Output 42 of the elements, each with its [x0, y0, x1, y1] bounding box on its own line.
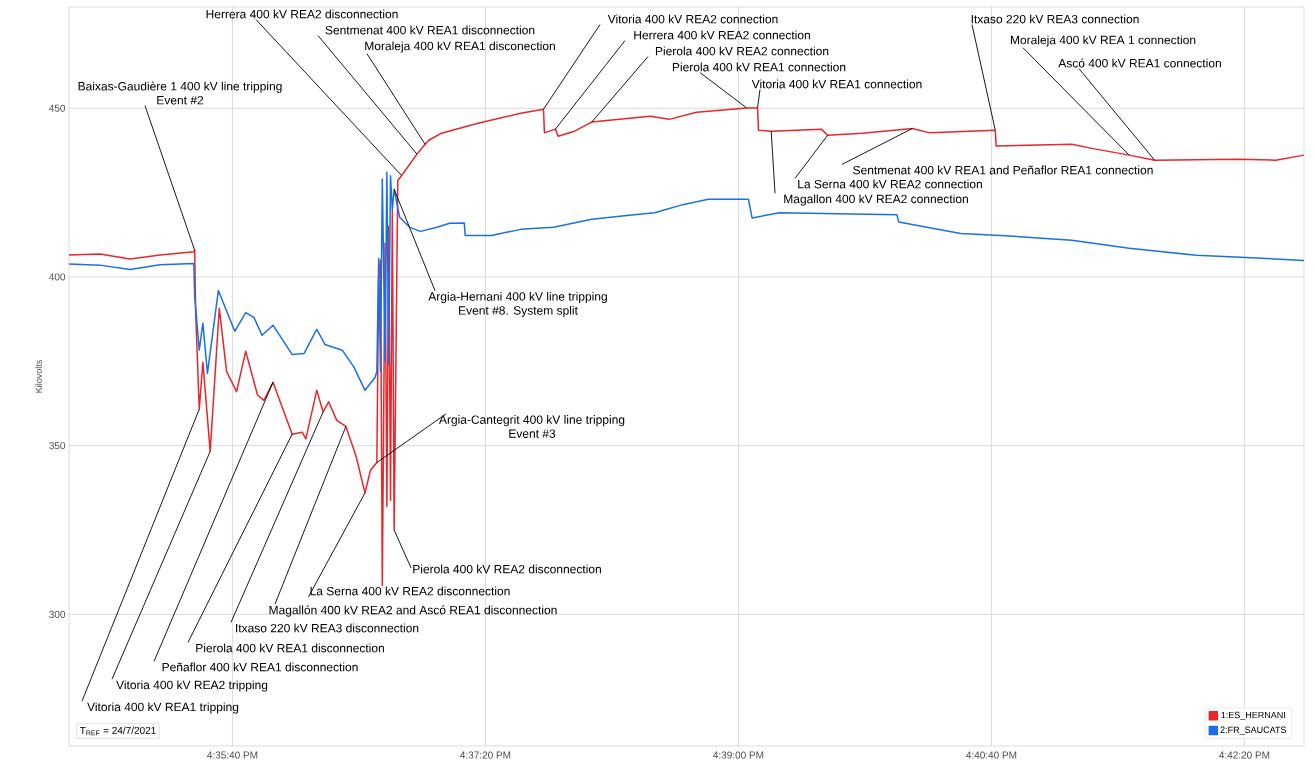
- annotation: Vitoria 400 kV REA2 connection: [607, 14, 778, 24]
- annotation: Itxaso 220 kV REA3 connection: [971, 14, 1139, 24]
- annotation: La Serna 400 kV REA2 connection: [798, 179, 982, 189]
- x-tick-label: 4:35:40 PM: [207, 751, 258, 759]
- annotation: Vitoria 400 kV REA2 tripping: [116, 680, 268, 692]
- y-tick-label: 400: [49, 273, 66, 281]
- annotation: Magallón 400 kV REA2 and Ascó REA1 disconnection: [269, 605, 557, 617]
- annotation: Peñaflor 400 kV REA1 disconnection: [162, 662, 358, 672]
- x-tick-label: 4:42:20 PM: [1219, 751, 1270, 759]
- annotation: Ascó 400 kV REA1 connection: [1058, 58, 1221, 68]
- annotation: Moraleja 400 kV REA1 disconection: [365, 41, 555, 53]
- legend-label: 1:ES_HERNANI: [1221, 711, 1285, 720]
- annotation: Pierola 400 kV REA2 connection: [655, 46, 829, 56]
- annotation: Vitoria 400 kV REA1 connection: [751, 79, 922, 89]
- y-tick-label: 300: [49, 610, 66, 618]
- annotation: Pierola 400 kV REA2 disconnection: [413, 564, 601, 574]
- line-series: [68, 107, 1305, 587]
- x-tick-label: 4:37:20 PM: [460, 751, 511, 759]
- annotation: Herrera 400 kV REA2 connection: [634, 30, 810, 40]
- annotation: La Serna 400 kV REA2 disconnection: [310, 586, 510, 596]
- annotation: Event #2: [157, 95, 204, 105]
- annotation: Event #3: [509, 429, 556, 438]
- x-tick-label: 4:40:40 PM: [966, 751, 1017, 759]
- annotation: Event #8. System split: [459, 305, 578, 318]
- annotation: Itxaso 220 kV REA3 disconnection: [236, 623, 419, 633]
- y-axis-title: Kilovolts: [35, 360, 42, 393]
- annotation: Herrera 400 kV REA2 disconnection: [206, 9, 398, 19]
- y-tick-label: 350: [49, 442, 66, 450]
- annotation: Sentmenat 400 kV REA1 and Peñaflor REA1 connection: [853, 165, 1153, 175]
- annotation: Argia-Cantegrit 400 kV line tripping: [438, 415, 625, 427]
- annotation: Vitoria 400 kV REA1 tripping: [87, 702, 239, 714]
- annotation: Magallon 400 kV REA2 connection: [784, 194, 968, 206]
- annotation: T$_{REF}$ = 24/7/2021: [79, 726, 156, 736]
- annotation: Baixas-Gaudière 1 400 kV line tripping: [78, 81, 282, 93]
- annotation: Pierola 400 kV REA1 connection: [672, 62, 846, 72]
- legend-label: 2:FR_SAUCATS: [1220, 726, 1287, 735]
- annotation: Sentmenat 400 kV REA1 disconnection: [325, 25, 535, 35]
- annotation: Pierola 400 kV REA1 disconnection: [196, 643, 384, 653]
- x-tick-label: 4:39:00 PM: [713, 751, 764, 759]
- annotation: Moraleja 400 kV REA 1 connection: [1010, 35, 1196, 47]
- annotation: Argia-Hernani 400 kV line tripping: [428, 291, 607, 304]
- y-tick-label: 450: [49, 104, 66, 112]
